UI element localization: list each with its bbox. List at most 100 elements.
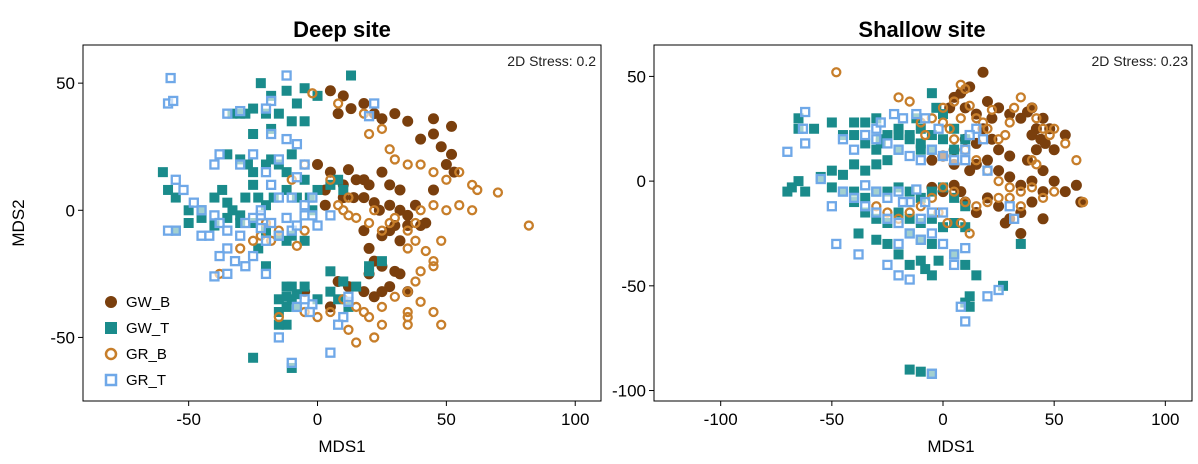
point-gr-t [848, 192, 860, 204]
point-gr-b [415, 159, 426, 170]
point-gw-t [949, 218, 960, 228]
x-tick-label: 50 [437, 410, 456, 429]
point-gw-b [1048, 144, 1060, 156]
legend-item: GR_B [104, 346, 167, 363]
point-gw-t [949, 192, 960, 203]
point-gw-b [977, 66, 989, 78]
point-gr-b [376, 319, 388, 330]
legend-marker-filled-circle [105, 296, 117, 308]
panel-shallow-site: Shallow site 2D Stress: 0.23 MDS1 -100 -5… [612, 17, 1193, 456]
point-gr-t [170, 174, 181, 185]
point-gr-b [472, 184, 483, 196]
point-gr-b [893, 92, 904, 103]
point-gr-t [291, 139, 303, 150]
point-gr-t [893, 144, 904, 155]
point-gr-t [960, 242, 971, 254]
point-gw-t [849, 159, 860, 170]
point-gw-t [163, 184, 174, 195]
point-gr-t [937, 238, 949, 250]
point-gw-b [376, 166, 388, 178]
point-gr-t [260, 268, 272, 280]
point-gw-t [227, 108, 238, 119]
point-gw-t [227, 205, 238, 216]
point-gw-b [1075, 196, 1087, 208]
x-tick-label: 0 [313, 410, 322, 429]
point-gw-t [826, 165, 837, 176]
point-gw-t [931, 102, 942, 113]
point-gw-t [255, 78, 266, 89]
x-axis-label: MDS1 [927, 437, 974, 456]
point-gr-t [948, 259, 960, 271]
x-axis-ticks: -100 -50 0 50 100 [704, 401, 1180, 429]
point-gr-t [255, 222, 266, 234]
point-gr-t [286, 357, 297, 369]
point-gw-t [1015, 238, 1026, 249]
x-tick-label: 50 [1045, 410, 1064, 429]
point-gr-t [255, 205, 266, 216]
point-gw-t [248, 352, 259, 363]
point-gw-t [904, 130, 915, 141]
point-gr-t [178, 184, 189, 196]
point-gr-t [815, 173, 826, 185]
point-gr-b [948, 96, 960, 107]
point-gw-t [915, 255, 926, 266]
point-gw-t [242, 159, 253, 170]
point-gw-t [281, 235, 292, 246]
point-gr-b [1026, 102, 1038, 113]
point-gw-b [1015, 227, 1027, 239]
point-gw-t [938, 222, 949, 233]
point-gr-b [937, 182, 949, 193]
point-gr-t [915, 234, 926, 245]
point-gw-t [800, 186, 811, 197]
point-gr-t [882, 259, 893, 271]
point-gr-t [897, 113, 909, 124]
legend-item: GW_T [105, 320, 169, 337]
point-gr-b [358, 306, 370, 318]
point-gr-t [904, 274, 915, 285]
point-gw-t [281, 301, 292, 312]
point-gr-t [960, 144, 971, 155]
point-gw-b [384, 179, 396, 191]
y-tick-label: 50 [627, 67, 646, 86]
point-gr-t [848, 144, 860, 155]
point-gr-t [837, 134, 849, 145]
point-gw-t [786, 182, 797, 193]
point-gw-t [253, 243, 264, 254]
point-gr-b [402, 306, 413, 318]
point-gw-t [299, 116, 310, 127]
point-gw-b [358, 192, 370, 204]
point-gr-b [948, 186, 960, 197]
point-gw-b [402, 209, 414, 221]
point-gr-t [871, 207, 882, 218]
point-gw-b [446, 148, 458, 160]
point-gw-b [394, 184, 406, 196]
point-gr-b [466, 205, 478, 216]
point-gw-t [338, 276, 349, 287]
point-gr-t [235, 105, 246, 117]
point-gw-t [915, 144, 926, 155]
point-gr-b [1015, 92, 1026, 103]
point-gr-b [235, 243, 246, 254]
point-gr-t [853, 249, 864, 260]
point-gr-b [428, 306, 439, 318]
point-gr-t [960, 316, 971, 327]
point-gr-t [982, 165, 993, 176]
point-gw-b [1004, 171, 1016, 183]
point-gr-t [971, 123, 982, 134]
scatter-points [157, 70, 534, 373]
point-gr-t [860, 180, 871, 191]
point-gw-b [394, 268, 406, 280]
y-tick-label: -50 [621, 277, 646, 296]
point-gw-t [235, 218, 246, 228]
point-gr-t [797, 123, 809, 134]
x-tick-label: 100 [1151, 410, 1179, 429]
point-gr-t [281, 133, 292, 145]
point-gr-b [376, 123, 388, 135]
point-gw-b [384, 199, 396, 211]
point-gw-t [964, 301, 975, 312]
point-gw-b [394, 235, 406, 247]
point-gr-b [420, 245, 431, 257]
y-axis-ticks: -50 0 50 [50, 74, 83, 347]
point-gr-t [214, 250, 225, 262]
